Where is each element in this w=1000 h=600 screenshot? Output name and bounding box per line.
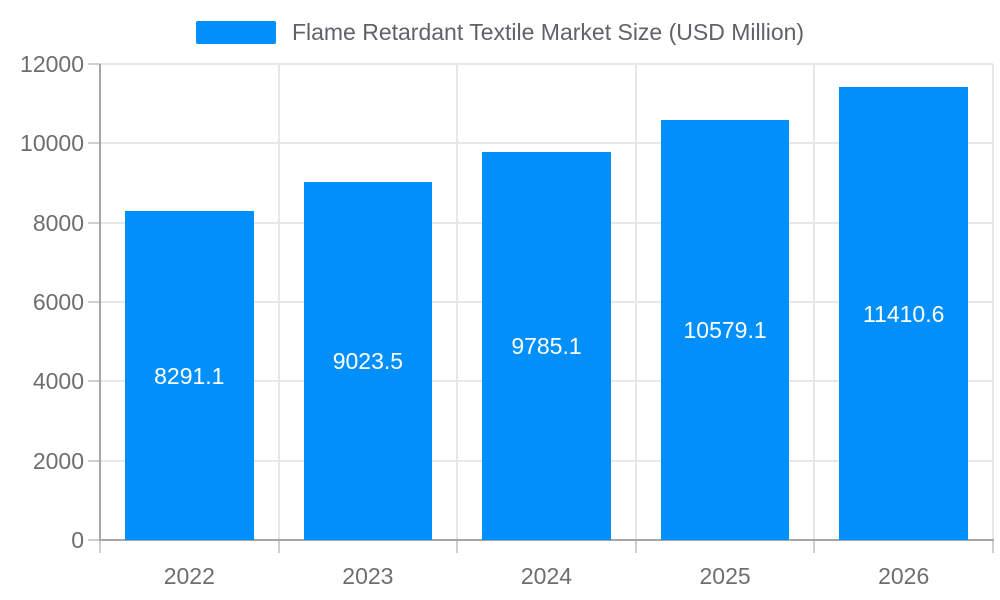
y-axis-tick-label: 2000 — [32, 447, 84, 474]
gridline-horizontal — [100, 142, 993, 145]
bar-2024[interactable] — [482, 151, 611, 540]
y-tick-mark — [88, 380, 100, 383]
gridline-vertical — [277, 64, 280, 540]
bar-2023[interactable] — [303, 182, 433, 540]
bar-2025[interactable] — [660, 120, 790, 540]
bar-2022[interactable] — [125, 211, 254, 540]
y-axis-line — [99, 64, 101, 540]
x-axis-tick-label: 2025 — [699, 563, 751, 589]
x-tick-mark — [992, 540, 994, 553]
y-tick-mark — [88, 301, 100, 303]
y-axis-tick-label: 4000 — [32, 368, 84, 395]
legend[interactable]: Flame Retardant Textile Market Size (USD… — [0, 18, 1000, 46]
bar-2026[interactable] — [839, 87, 968, 540]
y-tick-mark — [88, 539, 100, 541]
x-axis-line — [99, 539, 994, 541]
legend-label: Flame Retardant Textile Market Size (USD… — [291, 19, 805, 45]
y-axis-tick-label: 6000 — [32, 289, 84, 315]
bar-value-label: 10579.1 — [683, 317, 767, 344]
y-axis-tick-label: 0 — [71, 527, 84, 553]
bar-value-label: 8291.1 — [154, 362, 225, 389]
y-tick-mark — [88, 459, 100, 462]
plot-right-border — [992, 64, 994, 540]
y-tick-mark — [88, 221, 100, 224]
x-tick-mark — [456, 540, 459, 553]
y-tick-mark — [88, 142, 100, 145]
x-tick-mark — [277, 540, 280, 553]
x-tick-mark — [813, 540, 816, 553]
y-axis-tick-label: 8000 — [32, 209, 84, 236]
x-axis-tick-label: 2024 — [520, 563, 573, 589]
bar-value-label: 9785.1 — [511, 332, 582, 359]
x-axis-tick-label: 2022 — [163, 563, 215, 589]
y-axis-tick-label: 12000 — [20, 51, 84, 77]
x-tick-mark — [634, 540, 637, 553]
x-tick-mark — [99, 540, 101, 553]
y-tick-mark — [88, 63, 100, 65]
legend-marker-icon — [195, 20, 276, 44]
y-axis-tick-label: 10000 — [20, 130, 84, 157]
bar-value-label: 9023.5 — [332, 348, 404, 375]
gridline-vertical — [813, 64, 816, 540]
gridline-vertical — [634, 64, 637, 540]
gridline-horizontal — [100, 63, 993, 65]
x-axis-tick-label: 2023 — [342, 563, 394, 589]
x-axis-tick-label: 2026 — [878, 563, 930, 589]
bar-value-label: 11410.6 — [862, 300, 945, 327]
gridline-vertical — [456, 64, 459, 540]
